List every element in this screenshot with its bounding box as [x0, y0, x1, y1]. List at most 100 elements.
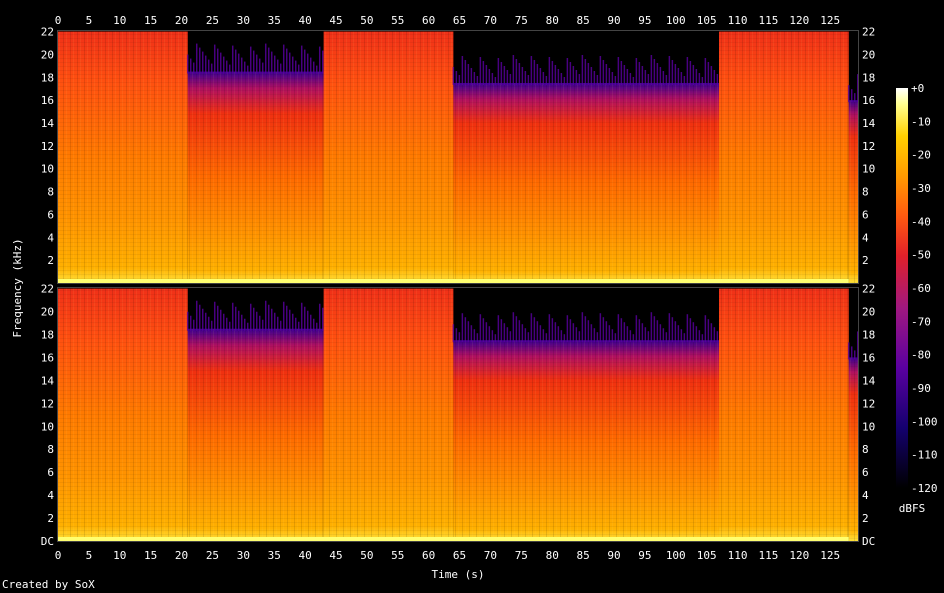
spectrum-texture [323, 31, 454, 284]
y-tick-label-right: 16 [862, 94, 875, 107]
x-tick-label-bottom: 75 [515, 549, 528, 562]
y-tick-label-right: 22 [862, 283, 875, 296]
y-tick-label-right: 22 [862, 26, 875, 39]
colorbar-tick-label: -20 [911, 149, 931, 162]
colorbar-tick-label: -110 [911, 449, 938, 462]
x-tick-label-bottom: 45 [329, 549, 342, 562]
colorbar-label: dBFS [899, 502, 926, 515]
x-tick-label-top: 65 [453, 14, 466, 27]
y-tick-label-left: 22 [41, 283, 54, 296]
y-tick-label-left: 16 [41, 351, 54, 364]
colorbar-tick-label: -90 [911, 382, 931, 395]
x-tick-label-bottom: 105 [697, 549, 717, 562]
y-tick-label-left: 10 [41, 163, 54, 176]
spectrum-texture [848, 357, 858, 541]
x-tick-label-top: 50 [360, 14, 373, 27]
y-tick-label-right: 16 [862, 351, 875, 364]
x-axis-label: Time (s) [432, 568, 485, 581]
y-tick-label-right: 6 [862, 466, 869, 479]
spectrogram-panels [57, 30, 859, 542]
y-tick-label-left: DC [41, 535, 54, 548]
y-tick-label-right: 8 [862, 186, 869, 199]
y-tick-label-left: 14 [41, 117, 55, 130]
y-tick-label-left: 4 [47, 489, 54, 502]
y-tick-label-left: 6 [47, 208, 54, 221]
spectrum-texture [453, 340, 720, 541]
spectrum-texture [58, 31, 188, 284]
colorbar-tick-label: -60 [911, 282, 931, 295]
x-tick-label-bottom: 125 [820, 549, 840, 562]
x-tick-label-top: 30 [237, 14, 250, 27]
x-tick-label-bottom: 15 [144, 549, 157, 562]
y-tick-label-right: DC [862, 535, 875, 548]
y-tick-label-right: 18 [862, 328, 875, 341]
y-tick-label-right: 12 [862, 140, 875, 153]
y-tick-label-left: 18 [41, 328, 54, 341]
y-tick-label-left: 6 [47, 466, 54, 479]
y-tick-label-left: 22 [41, 26, 54, 39]
x-tick-label-top: 105 [697, 14, 717, 27]
x-tick-label-top: 35 [268, 14, 281, 27]
colorbar-tick-label: -120 [911, 482, 938, 495]
spectrogram-channel-1 [57, 30, 859, 284]
spectrum-texture [719, 31, 849, 284]
x-tick-label-top: 10 [113, 14, 126, 27]
spectrum-texture [323, 288, 454, 541]
y-tick-label-left: 18 [41, 71, 54, 84]
x-tick-label-top: 20 [175, 14, 188, 27]
x-tick-label-bottom: 85 [576, 549, 589, 562]
colorbar-tick-label: -50 [911, 249, 931, 262]
colorbar-tick-label: +0 [911, 82, 924, 95]
spectrum-texture [187, 328, 324, 541]
spectrum-texture [187, 71, 324, 283]
x-tick-label-bottom: 115 [758, 549, 778, 562]
y-tick-label-right: 8 [862, 443, 869, 456]
panel-border [57, 287, 859, 542]
x-tick-label-bottom: 110 [728, 549, 748, 562]
x-tick-label-bottom: 60 [422, 549, 435, 562]
x-tick-label-top: 120 [789, 14, 809, 27]
spectrum-texture [719, 288, 849, 541]
y-tick-label-left: 12 [41, 397, 54, 410]
x-tick-label-top: 100 [666, 14, 686, 27]
x-tick-label-top: 110 [728, 14, 748, 27]
x-tick-label-top: 15 [144, 14, 157, 27]
x-tick-label-bottom: 95 [638, 549, 651, 562]
x-tick-label-top: 75 [515, 14, 528, 27]
y-tick-label-left: 2 [47, 254, 54, 267]
y-tick-label-left: 20 [41, 306, 54, 319]
y-tick-label-right: 14 [862, 117, 876, 130]
dc-band [58, 279, 849, 283]
x-tick-label-bottom: 50 [360, 549, 373, 562]
y-tick-label-left: 12 [41, 140, 54, 153]
y-tick-label-right: 4 [862, 231, 869, 244]
y-tick-label-left: 4 [47, 231, 54, 244]
x-axis-ticks: 0055101015152020252530303535404045455050… [55, 14, 840, 562]
y-tick-label-right: 6 [862, 208, 869, 221]
x-tick-label-bottom: 55 [391, 549, 404, 562]
y-tick-label-left: 2 [47, 512, 54, 525]
x-tick-label-top: 5 [86, 14, 93, 27]
y-tick-label-left: 10 [41, 420, 54, 433]
y-tick-label-left: 20 [41, 48, 54, 61]
y-axis-label: Frequency (kHz) [11, 238, 24, 337]
y-tick-label-right: 12 [862, 397, 875, 410]
x-tick-label-top: 0 [55, 14, 62, 27]
x-tick-label-bottom: 40 [298, 549, 311, 562]
y-tick-label-left: 8 [47, 443, 54, 456]
x-tick-label-top: 95 [638, 14, 651, 27]
spectrogram-channel-2 [57, 287, 859, 542]
x-tick-label-top: 55 [391, 14, 404, 27]
x-tick-label-bottom: 35 [268, 549, 281, 562]
y-tick-label-right: 14 [862, 374, 876, 387]
y-tick-label-left: 14 [41, 374, 55, 387]
y-tick-label-right: 20 [862, 48, 875, 61]
colorbar-tick-label: -70 [911, 315, 931, 328]
colorbar-tick-label: -40 [911, 215, 931, 228]
x-tick-label-top: 25 [206, 14, 219, 27]
x-tick-label-bottom: 90 [607, 549, 620, 562]
y-tick-label-right: 18 [862, 71, 875, 84]
spectrum-texture [58, 288, 188, 541]
x-tick-label-bottom: 65 [453, 549, 466, 562]
